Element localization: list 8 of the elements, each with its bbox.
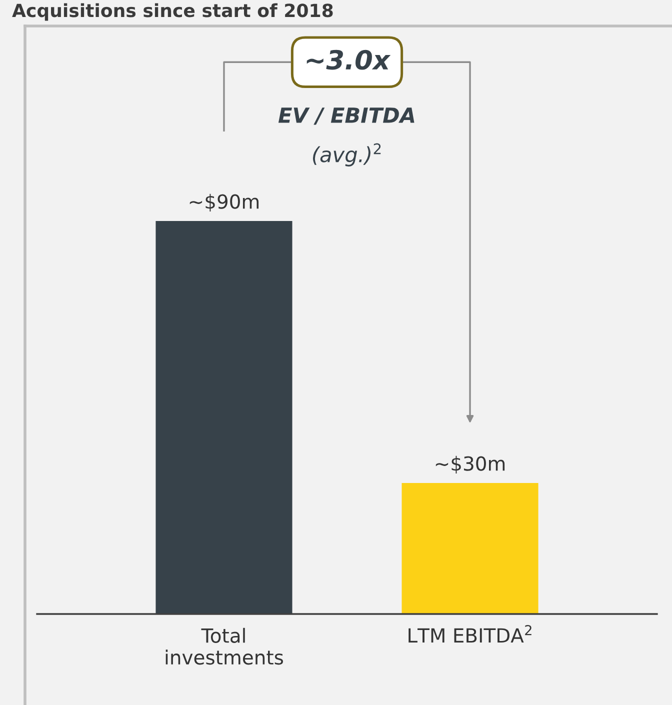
text: (avg.)$^{2}$ <box>312 143 381 166</box>
data-label: ~$90m <box>190 194 259 212</box>
chart-title: Acquisitions since start of 2018 <box>12 3 333 21</box>
text: ~3.0x <box>306 50 391 70</box>
x-tick-label: LTM EBITDA$^{2}$ <box>408 624 532 643</box>
text: EV / EBITDA <box>278 108 414 125</box>
data-label: ~$30m <box>436 456 505 474</box>
x-tick-label: Total investments <box>166 628 284 665</box>
